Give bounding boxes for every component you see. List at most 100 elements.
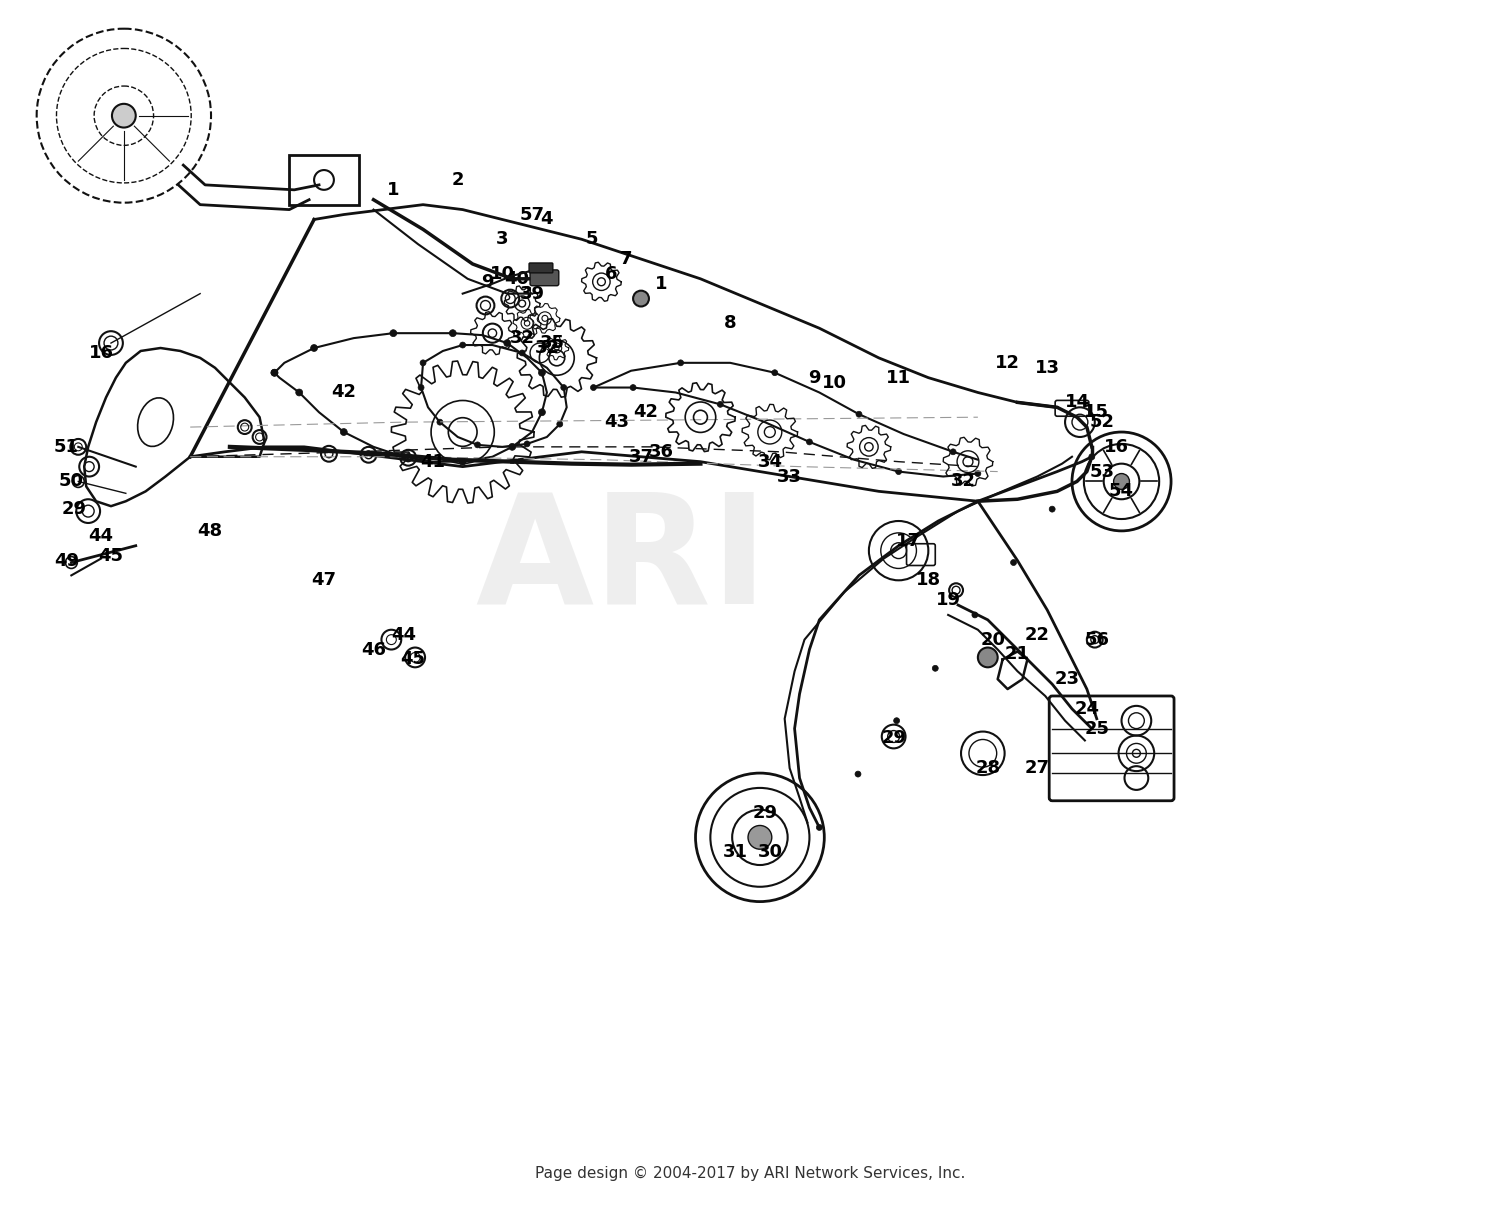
Circle shape	[894, 718, 900, 724]
Text: 16: 16	[1104, 437, 1130, 456]
Text: 10: 10	[822, 373, 846, 391]
Circle shape	[509, 443, 516, 451]
Text: 32: 32	[510, 329, 534, 347]
Text: 36: 36	[648, 442, 674, 460]
Text: 52: 52	[1089, 413, 1114, 431]
Circle shape	[630, 385, 636, 390]
Text: 29: 29	[62, 501, 87, 518]
Circle shape	[950, 448, 956, 454]
Text: Page design © 2004-2017 by ARI Network Services, Inc.: Page design © 2004-2017 by ARI Network S…	[536, 1166, 964, 1181]
Text: 29: 29	[753, 803, 777, 821]
Text: 17: 17	[896, 532, 921, 549]
Circle shape	[474, 442, 480, 448]
Text: 12: 12	[994, 354, 1020, 372]
Circle shape	[419, 385, 424, 390]
Circle shape	[538, 408, 546, 416]
Text: 40: 40	[504, 270, 530, 288]
Text: 6: 6	[604, 265, 618, 283]
Text: 48: 48	[198, 522, 222, 539]
Text: 1: 1	[387, 181, 399, 199]
Text: 24: 24	[1074, 700, 1100, 718]
Text: ARI: ARI	[476, 486, 768, 635]
Circle shape	[1048, 507, 1054, 512]
Circle shape	[459, 458, 466, 465]
Circle shape	[1113, 474, 1130, 490]
Circle shape	[978, 648, 998, 667]
Circle shape	[272, 369, 278, 377]
Text: 33: 33	[777, 468, 802, 486]
Circle shape	[296, 389, 303, 396]
Text: 44: 44	[88, 527, 114, 544]
Text: 1: 1	[654, 275, 668, 293]
Circle shape	[519, 350, 525, 356]
Text: 9: 9	[482, 272, 494, 290]
Circle shape	[390, 329, 398, 337]
Text: 30: 30	[758, 843, 783, 861]
Circle shape	[591, 385, 597, 390]
Text: 7: 7	[620, 250, 633, 269]
Text: 35: 35	[540, 334, 564, 352]
Text: 54: 54	[1108, 482, 1134, 501]
Circle shape	[561, 385, 567, 390]
Text: 34: 34	[758, 453, 783, 470]
Text: 32: 32	[951, 473, 975, 491]
Text: 37: 37	[628, 448, 654, 465]
Text: 43: 43	[603, 413, 628, 431]
Circle shape	[816, 825, 822, 830]
Text: 21: 21	[1005, 645, 1031, 663]
Circle shape	[772, 369, 777, 375]
Circle shape	[933, 666, 938, 671]
Circle shape	[1089, 453, 1095, 459]
Circle shape	[420, 360, 426, 366]
Circle shape	[633, 290, 650, 306]
Circle shape	[450, 329, 456, 337]
Text: 19: 19	[936, 590, 960, 609]
Text: 49: 49	[54, 552, 80, 570]
Text: 11: 11	[886, 368, 910, 386]
Circle shape	[436, 419, 442, 425]
Text: 14: 14	[1065, 394, 1089, 412]
Circle shape	[538, 369, 546, 377]
Text: 10: 10	[490, 265, 514, 283]
Text: 4: 4	[540, 210, 554, 228]
Text: 16: 16	[88, 344, 114, 362]
Text: 23: 23	[1054, 671, 1080, 688]
Text: 5: 5	[585, 231, 597, 248]
Text: 47: 47	[312, 571, 336, 589]
Circle shape	[340, 429, 348, 435]
Text: 22: 22	[1024, 626, 1050, 644]
Circle shape	[459, 343, 465, 347]
Circle shape	[717, 401, 723, 407]
Circle shape	[896, 469, 902, 475]
Text: 31: 31	[723, 843, 747, 861]
Text: 39: 39	[519, 284, 544, 303]
Text: 13: 13	[1035, 358, 1059, 377]
Text: 9: 9	[808, 368, 820, 386]
Text: 42: 42	[633, 403, 658, 422]
Circle shape	[748, 825, 772, 849]
Circle shape	[310, 345, 318, 351]
Text: 8: 8	[724, 315, 736, 332]
Text: 18: 18	[916, 571, 940, 589]
Text: 15: 15	[1084, 403, 1110, 422]
Circle shape	[972, 612, 978, 618]
Text: 57: 57	[519, 205, 544, 224]
Text: 28: 28	[975, 759, 1000, 778]
Circle shape	[678, 360, 684, 366]
Text: 20: 20	[980, 631, 1005, 649]
Text: 45: 45	[400, 650, 426, 668]
Text: 41: 41	[420, 453, 446, 470]
Circle shape	[524, 441, 530, 447]
Text: 42: 42	[332, 384, 357, 401]
Circle shape	[807, 439, 813, 445]
Text: 51: 51	[54, 437, 80, 456]
Circle shape	[400, 453, 406, 460]
Text: 2: 2	[452, 171, 464, 190]
FancyBboxPatch shape	[530, 262, 554, 273]
Circle shape	[856, 411, 862, 417]
Text: 53: 53	[1089, 463, 1114, 481]
Text: 44: 44	[390, 626, 416, 644]
Text: 45: 45	[99, 547, 123, 565]
Circle shape	[112, 103, 135, 128]
Circle shape	[272, 369, 278, 377]
